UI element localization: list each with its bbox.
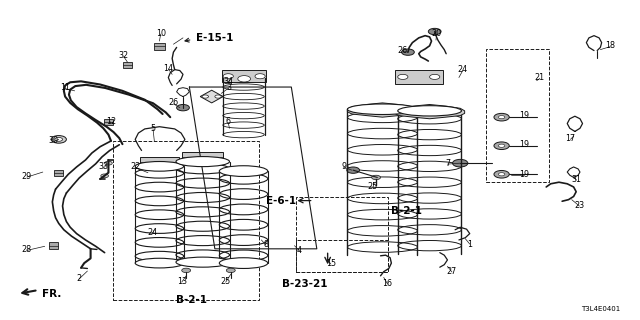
Text: 29: 29 xyxy=(22,172,32,181)
Text: 32: 32 xyxy=(118,51,129,60)
Text: 16: 16 xyxy=(383,279,392,288)
Circle shape xyxy=(255,74,265,79)
Text: 28: 28 xyxy=(22,245,32,254)
Text: 19: 19 xyxy=(519,111,529,120)
Bar xyxy=(296,240,388,272)
Text: 6: 6 xyxy=(226,117,231,126)
Circle shape xyxy=(494,142,509,149)
Text: 26: 26 xyxy=(398,46,408,55)
Text: 7: 7 xyxy=(445,159,450,168)
Text: 10: 10 xyxy=(156,28,166,38)
Ellipse shape xyxy=(176,257,230,267)
Text: 24: 24 xyxy=(458,65,468,74)
Circle shape xyxy=(177,105,189,111)
Circle shape xyxy=(499,173,505,176)
Text: 24: 24 xyxy=(147,228,157,237)
Text: FR.: FR. xyxy=(42,289,61,299)
Polygon shape xyxy=(200,90,223,103)
Bar xyxy=(154,43,164,50)
Circle shape xyxy=(428,28,441,35)
Text: 25: 25 xyxy=(221,277,231,286)
Circle shape xyxy=(104,161,112,165)
Circle shape xyxy=(372,175,381,180)
Circle shape xyxy=(202,95,209,98)
Text: E-6-1: E-6-1 xyxy=(266,196,296,206)
Circle shape xyxy=(397,74,408,79)
Text: 21: 21 xyxy=(535,73,545,82)
Circle shape xyxy=(499,144,505,147)
Text: 15: 15 xyxy=(326,259,336,268)
Text: B-2-1: B-2-1 xyxy=(176,295,207,305)
Bar xyxy=(140,157,179,166)
Bar xyxy=(123,62,132,68)
Text: 26: 26 xyxy=(168,99,179,108)
Ellipse shape xyxy=(135,258,184,268)
Circle shape xyxy=(401,49,414,55)
Text: 4: 4 xyxy=(297,246,302,255)
Circle shape xyxy=(452,159,468,167)
Text: 34: 34 xyxy=(223,77,233,86)
Text: 12: 12 xyxy=(106,117,116,126)
Circle shape xyxy=(494,171,509,178)
Polygon shape xyxy=(348,103,417,117)
Text: 13: 13 xyxy=(177,277,187,286)
Text: 11: 11 xyxy=(60,83,70,92)
Text: B-23-21: B-23-21 xyxy=(282,279,328,289)
Bar xyxy=(49,243,58,249)
Bar xyxy=(104,119,113,125)
Text: 20: 20 xyxy=(431,28,442,38)
Text: 23: 23 xyxy=(574,201,584,210)
Circle shape xyxy=(55,138,63,141)
Text: 3: 3 xyxy=(227,83,232,92)
Bar xyxy=(113,141,259,300)
Text: 8: 8 xyxy=(263,240,268,249)
Ellipse shape xyxy=(220,166,268,176)
Text: 30: 30 xyxy=(49,136,59,146)
Text: 22: 22 xyxy=(130,162,140,171)
Bar xyxy=(222,70,266,82)
Ellipse shape xyxy=(397,106,461,116)
Circle shape xyxy=(227,268,236,273)
Text: 5: 5 xyxy=(150,124,156,133)
Polygon shape xyxy=(394,105,465,119)
Bar xyxy=(486,49,549,182)
Text: 18: 18 xyxy=(605,41,615,50)
Ellipse shape xyxy=(348,104,417,115)
Ellipse shape xyxy=(135,162,184,171)
Text: B-2-1: B-2-1 xyxy=(392,206,422,216)
Circle shape xyxy=(499,116,505,119)
Text: 1: 1 xyxy=(467,240,472,249)
Text: 25: 25 xyxy=(368,182,378,191)
Text: 19: 19 xyxy=(519,170,529,179)
Circle shape xyxy=(223,74,234,79)
Circle shape xyxy=(182,268,191,273)
Ellipse shape xyxy=(220,258,268,268)
Bar xyxy=(296,197,388,272)
Text: T3L4E0401: T3L4E0401 xyxy=(580,306,620,312)
Circle shape xyxy=(347,167,360,173)
Text: 14: 14 xyxy=(163,63,173,73)
Circle shape xyxy=(238,76,250,82)
Text: 31: 31 xyxy=(571,174,581,184)
Bar xyxy=(182,152,223,162)
Circle shape xyxy=(494,113,509,121)
Text: 33: 33 xyxy=(99,163,108,172)
Text: 19: 19 xyxy=(519,140,529,149)
Bar xyxy=(54,170,63,176)
Circle shape xyxy=(51,136,67,143)
Ellipse shape xyxy=(176,156,230,167)
Text: 27: 27 xyxy=(447,267,457,276)
Text: 9: 9 xyxy=(341,162,346,171)
Circle shape xyxy=(429,74,440,79)
Text: 2: 2 xyxy=(77,274,82,283)
Circle shape xyxy=(215,95,221,98)
Circle shape xyxy=(100,174,108,178)
Text: E-15-1: E-15-1 xyxy=(196,33,233,43)
Bar xyxy=(395,69,443,84)
Text: 17: 17 xyxy=(565,134,575,143)
